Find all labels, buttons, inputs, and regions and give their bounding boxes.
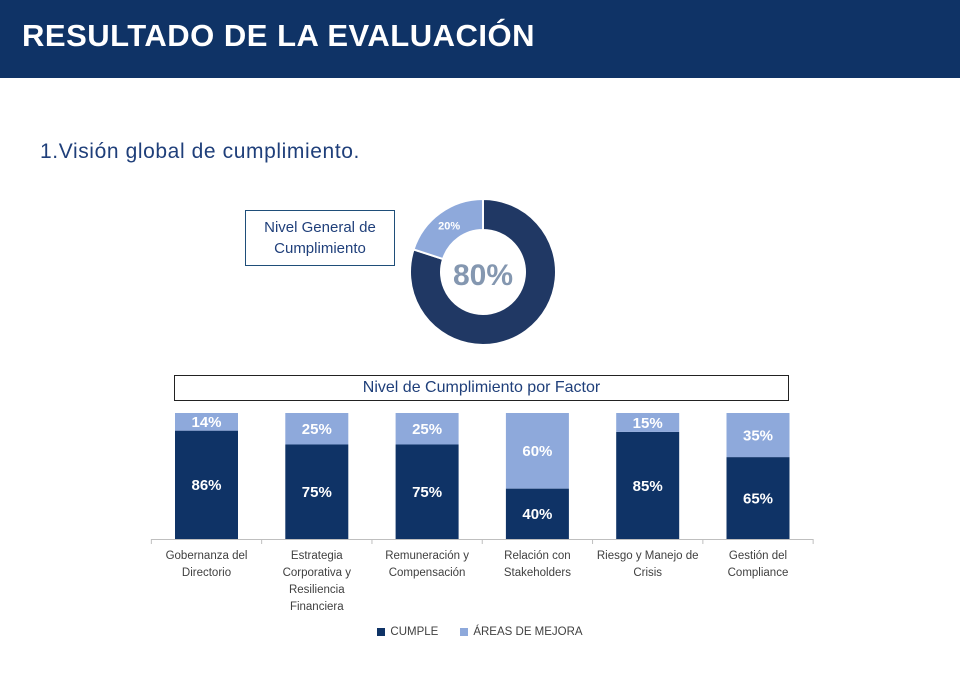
donut-center-label: 80%: [453, 259, 513, 292]
bar-chart-title: Nivel de Cumplimiento por Factor: [174, 375, 789, 401]
donut-slice: [412, 197, 484, 261]
bar-segment: [285, 444, 349, 539]
x-tick-label: Estrategia Corporativa y Resiliencia Financ…: [282, 550, 351, 613]
bar-data-label: 85%: [633, 478, 663, 495]
x-tick-label: Gestión del Compliance: [727, 550, 789, 579]
x-tick-label: Riesgo y Manejo de Crisis: [596, 550, 699, 579]
bar-data-label: 65%: [743, 490, 773, 507]
bar-segment: [726, 413, 790, 458]
donut-slice-label: 20%: [438, 220, 460, 232]
bar-data-label: 86%: [191, 477, 221, 494]
x-tick-label: Gobernanza del Directorio: [165, 550, 248, 579]
section-title: 1.Visión global de cumplimiento.: [40, 140, 360, 163]
bar-segment: [726, 457, 790, 539]
legend-swatch-cumple: [377, 628, 386, 636]
x-tick-label: Remuneración y Compensación: [385, 550, 469, 579]
legend-label-cumple: CUMPLE: [390, 626, 439, 638]
legend-item-mejora: ÁREAS DE MEJORA: [460, 626, 583, 638]
bar-data-label: 15%: [633, 415, 663, 432]
page-title: RESULTADO DE LA EVALUACIÓN: [22, 18, 536, 53]
legend-swatch-mejora: [460, 628, 469, 636]
bar-segment: [616, 431, 680, 539]
x-tick-label: Relación con Stakeholders: [503, 550, 571, 579]
bar-segment: [505, 413, 569, 489]
bar-segment: [175, 430, 238, 539]
bar-segment: [505, 488, 569, 539]
bar-data-label: 35%: [743, 427, 773, 444]
bar-segment: [175, 413, 238, 431]
legend-label-mejora: ÁREAS DE MEJORA: [473, 626, 583, 638]
bar-data-label: 60%: [522, 443, 552, 460]
bar-data-label: 75%: [412, 484, 442, 501]
bar-data-label: 25%: [302, 421, 332, 438]
bar-data-label: 75%: [302, 484, 332, 501]
donut-title: Nivel General de Cumplimiento: [245, 210, 395, 266]
bar-segment: [285, 413, 349, 445]
bar-data-label: 40%: [522, 506, 552, 523]
bar-data-label: 25%: [412, 421, 442, 438]
header-bar: RESULTADO DE LA EVALUACIÓN: [0, 0, 960, 78]
bar-segment: [395, 444, 459, 539]
donut-slice: [409, 197, 557, 346]
bar-segment: [395, 413, 459, 445]
bar-segment: [616, 413, 680, 432]
legend-item-cumple: CUMPLE: [377, 626, 438, 638]
bar-data-label: 14%: [191, 414, 221, 431]
legend: CUMPLE ÁREAS DE MEJORA: [0, 626, 960, 638]
